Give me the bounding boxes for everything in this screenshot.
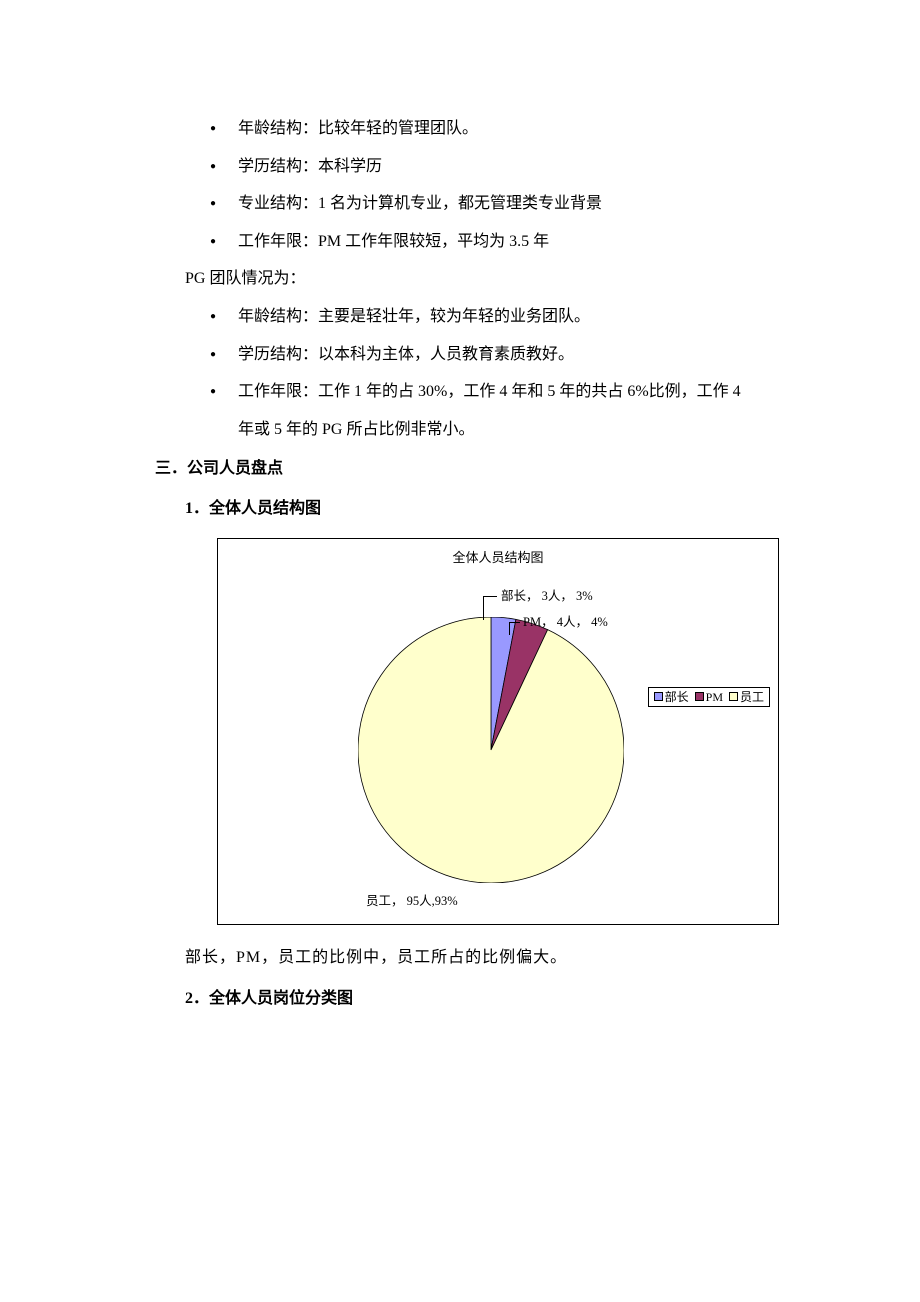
pg-intro: PG 团队情况为： bbox=[155, 260, 800, 298]
slice-label-director: 部长， 3人， 3% bbox=[501, 590, 593, 603]
chart-title: 全体人员结构图 bbox=[218, 551, 778, 564]
chart-description: 部长，PM，员工的比例中，员工所占的比例偏大。 bbox=[155, 939, 800, 977]
bullet-text: 学历结构：本科学历 bbox=[238, 158, 382, 175]
legend-label: 部长 bbox=[665, 691, 689, 703]
bullet-text: 年龄结构：比较年轻的管理团队。 bbox=[238, 120, 478, 137]
document-content: 年龄结构：比较年轻的管理团队。 学历结构：本科学历 专业结构：1 名为计算机专业… bbox=[155, 110, 800, 1018]
list-item: 学历结构：以本科为主体，人员教育素质教好。 bbox=[210, 336, 800, 374]
pm-bullet-list: 年龄结构：比较年轻的管理团队。 学历结构：本科学历 专业结构：1 名为计算机专业… bbox=[155, 110, 800, 260]
bullet-text: 工作年限：工作 1 年的占 30%，工作 4 年和 5 年的共占 6%比例，工作… bbox=[238, 383, 741, 400]
bullet-text: 年龄结构：主要是轻壮年，较为年轻的业务团队。 bbox=[238, 308, 590, 325]
list-item: 专业结构：1 名为计算机专业，都无管理类专业背景 bbox=[210, 185, 800, 223]
sub-heading-1: 1．全体人员结构图 bbox=[155, 490, 800, 528]
list-item: 工作年限：PM 工作年限较短，平均为 3.5 年 bbox=[210, 223, 800, 261]
list-item: 年龄结构：比较年轻的管理团队。 bbox=[210, 110, 800, 148]
leader-line bbox=[483, 596, 497, 597]
list-item: 工作年限：工作 1 年的占 30%，工作 4 年和 5 年的共占 6%比例，工作… bbox=[210, 373, 800, 411]
leader-line bbox=[509, 622, 520, 623]
pie-svg bbox=[358, 617, 624, 883]
bullet-continuation: 年或 5 年的 PG 所占比例非常小。 bbox=[155, 411, 800, 449]
legend-swatch-director bbox=[654, 692, 663, 701]
legend-swatch-employee bbox=[729, 692, 738, 701]
chart-legend: 部长 PM 员工 bbox=[648, 687, 770, 707]
legend-label: PM bbox=[706, 691, 723, 703]
section-heading-3: 三．公司人员盘点 bbox=[155, 450, 800, 488]
leader-line bbox=[483, 596, 484, 620]
pie-chart bbox=[358, 617, 624, 898]
slice-label-pm: PM， 4人， 4% bbox=[523, 616, 608, 629]
bullet-text: 学历结构：以本科为主体，人员教育素质教好。 bbox=[238, 346, 574, 363]
pg-bullet-list: 年龄结构：主要是轻壮年，较为年轻的业务团队。 学历结构：以本科为主体，人员教育素… bbox=[155, 298, 800, 411]
leader-line bbox=[509, 622, 510, 635]
pie-chart-container: 全体人员结构图 部长， 3人， 3% PM， 4人， 4% 员工， 95人,93… bbox=[217, 538, 779, 925]
slice-label-employee: 员工， 95人,93% bbox=[366, 895, 458, 908]
legend-swatch-pm bbox=[695, 692, 704, 701]
sub-heading-2: 2．全体人员岗位分类图 bbox=[155, 980, 800, 1018]
list-item: 年龄结构：主要是轻壮年，较为年轻的业务团队。 bbox=[210, 298, 800, 336]
bullet-text: 工作年限：PM 工作年限较短，平均为 3.5 年 bbox=[238, 233, 549, 250]
list-item: 学历结构：本科学历 bbox=[210, 148, 800, 186]
legend-label: 员工 bbox=[740, 691, 764, 703]
bullet-text: 专业结构：1 名为计算机专业，都无管理类专业背景 bbox=[238, 195, 602, 212]
